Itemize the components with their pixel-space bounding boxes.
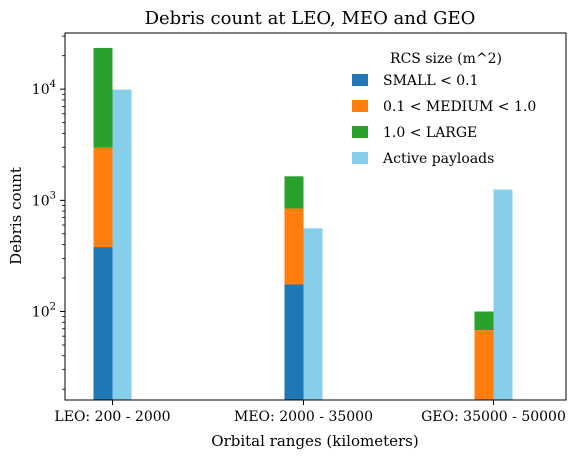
y-tick-label-1: 103: [32, 190, 56, 209]
legend: RCS size (m^2) SMALL < 0.1 0.1 < MEDIUM <…: [352, 51, 536, 167]
x-tick-label-2: GEO: 35000 - 50000: [421, 409, 566, 425]
bar-stack-2-0: [93, 47, 113, 148]
bar-stack-0-0: [93, 247, 113, 400]
bar-payload-1: [303, 228, 323, 400]
legend-swatch-2: [352, 126, 368, 138]
bar-payload-0: [112, 89, 132, 400]
plot-frame: [64, 32, 567, 401]
legend-swatch-3: [352, 152, 368, 164]
bar-stack-1-1: [284, 208, 304, 285]
legend-label-1: 0.1 < MEDIUM < 1.0: [383, 99, 536, 115]
y-ticks: 102 103 104: [32, 35, 65, 390]
x-tick-label-0: LEO: 200 - 2000: [54, 409, 170, 425]
bar-stack-2-2: [474, 311, 494, 331]
bars-group: [93, 47, 513, 400]
legend-swatch-0: [352, 74, 368, 86]
chart-title: Debris count at LEO, MEO and GEO: [145, 8, 476, 29]
y-tick-label-0: 102: [32, 302, 56, 321]
bar-stack-0-1: [284, 284, 304, 400]
x-tick-label-1: MEO: 2000 - 35000: [234, 409, 373, 425]
legend-label-2: 1.0 < LARGE: [383, 125, 477, 141]
bar-stack-1-0: [93, 147, 113, 248]
legend-label-3: Active payloads: [382, 151, 494, 167]
y-axis-label: Debris count: [7, 167, 25, 265]
bar-stack-2-1: [284, 176, 304, 209]
x-axis-label: Orbital ranges (kilometers): [211, 432, 418, 450]
bar-payload-2: [493, 189, 513, 400]
legend-label-0: SMALL < 0.1: [383, 73, 479, 89]
legend-title: RCS size (m^2): [390, 51, 502, 67]
legend-swatch-1: [352, 100, 368, 112]
y-tick-label-2: 104: [32, 79, 56, 98]
x-ticks: LEO: 200 - 2000 MEO: 2000 - 35000 GEO: 350…: [54, 400, 566, 425]
bar-stack-1-2: [474, 330, 494, 400]
